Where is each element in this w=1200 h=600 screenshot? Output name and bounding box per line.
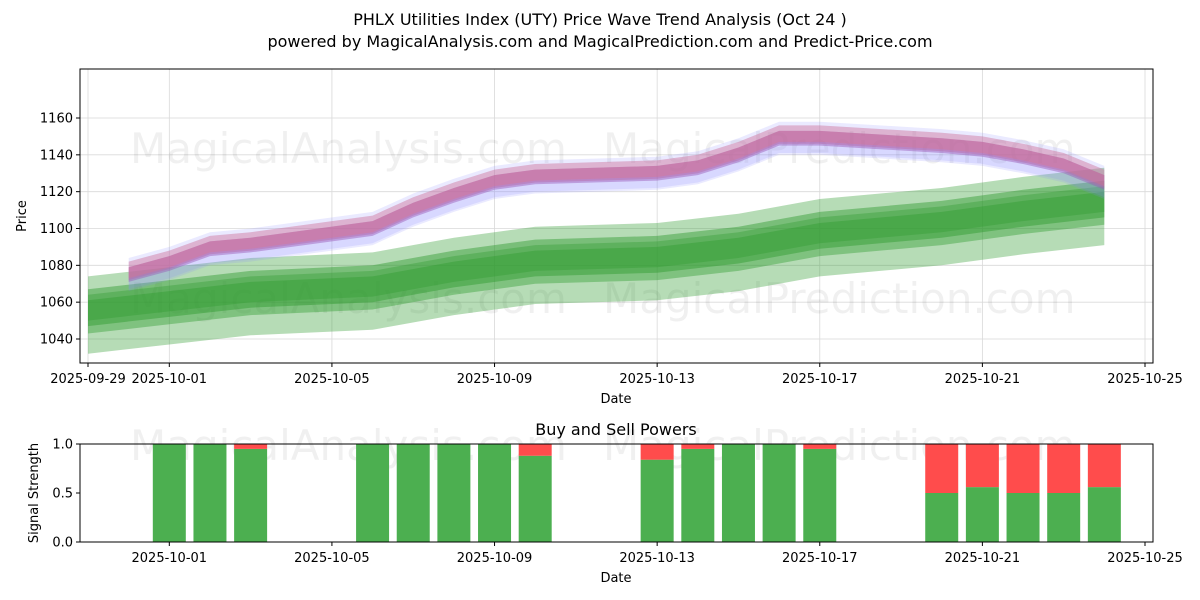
- sell-power-bar: [234, 444, 268, 449]
- buy-power-bar: [234, 448, 268, 542]
- price-x-ticks: 2025-09-29 2025-10-01 2025-10-05 2025-10-09…: [50, 363, 1183, 387]
- signal-x-tick-label: 2025-10-21: [945, 551, 1021, 566]
- signal-x-tick-label: 2025-10-09: [457, 551, 533, 566]
- signal-y-axis-label: Signal Strength: [27, 443, 42, 543]
- price-y-tick-label: 1100: [40, 222, 73, 237]
- green-trend-band: [88, 191, 1105, 334]
- price-watermarks: MagicalAnalysis.com MagicalPrediction.co…: [130, 124, 1076, 323]
- sell-power-bar: [1087, 444, 1121, 488]
- signal-bars: [152, 444, 1121, 542]
- signal-panel: Buy and Sell Powers MagicalAnalysis.com …: [27, 420, 1183, 586]
- buy-power-bar: [965, 487, 999, 542]
- blue-wave-band: [128, 125, 1105, 281]
- price-x-tick-label: 2025-10-25: [1107, 372, 1183, 387]
- price-y-tick-label: 1040: [40, 333, 73, 348]
- price-x-tick-label: 2025-09-29: [50, 372, 126, 387]
- blue-wave-band: [128, 130, 1105, 290]
- buy-power-bar: [356, 444, 390, 542]
- signal-x-tick-label: 2025-10-25: [1107, 551, 1183, 566]
- sell-power-bar: [640, 444, 674, 460]
- price-wave-band: [128, 125, 1105, 281]
- price-x-tick-label: 2025-10-13: [619, 372, 695, 387]
- green-trend-band: [88, 167, 1105, 321]
- watermark-prediction-mid: MagicalPrediction.com: [603, 274, 1076, 323]
- signal-x-ticks: 2025-10-01 2025-10-05 2025-10-09 2025-10-13…: [132, 542, 1183, 566]
- buy-power-bar: [762, 444, 796, 542]
- price-y-ticks: 1040 1060 1080 1100 1120 1140 1160: [40, 112, 80, 348]
- price-panel: MagicalAnalysis.com MagicalPrediction.co…: [15, 68, 1183, 407]
- signal-chart-title: Buy and Sell Powers: [535, 420, 697, 439]
- signal-x-tick-label: 2025-10-17: [782, 551, 858, 566]
- chart-title-line2: powered by MagicalAnalysis.com and Magic…: [267, 32, 932, 51]
- price-y-axis-label: Price: [15, 200, 30, 232]
- price-grid: [80, 69, 1153, 363]
- chart-title-line1: PHLX Utilities Index (UTY) Price Wave Tr…: [353, 10, 847, 29]
- buy-power-bar: [1006, 493, 1040, 542]
- price-y-tick-label: 1120: [40, 185, 73, 200]
- signal-x-tick-label: 2025-10-13: [619, 551, 695, 566]
- price-y-tick-label: 1140: [40, 148, 73, 163]
- watermark-prediction-bottom: MagicalPrediction.com: [603, 421, 1076, 470]
- sell-power-bar: [681, 444, 715, 449]
- sell-power-bar: [1047, 444, 1081, 493]
- sell-power-bar: [925, 444, 959, 493]
- buy-power-bar: [681, 448, 715, 542]
- price-x-tick-label: 2025-10-17: [782, 372, 858, 387]
- sell-power-bar: [965, 444, 999, 488]
- price-plot-frame: [79, 68, 1154, 364]
- price-y-tick-label: 1160: [40, 112, 73, 127]
- signal-y-ticks: 0.0 0.5 1.0: [52, 438, 80, 551]
- price-x-axis-label: Date: [600, 392, 631, 407]
- sell-power-bar: [1006, 444, 1040, 493]
- price-y-tick-label: 1080: [40, 259, 73, 274]
- price-y-tick-label: 1060: [40, 296, 73, 311]
- buy-power-bar: [193, 444, 227, 542]
- signal-x-tick-label: 2025-10-01: [132, 551, 208, 566]
- buy-power-bar: [925, 493, 959, 542]
- sell-power-bar: [803, 444, 837, 449]
- signal-y-tick-label: 1.0: [52, 438, 73, 453]
- price-x-tick-label: 2025-10-09: [457, 372, 533, 387]
- buy-power-bar: [1087, 487, 1121, 542]
- buy-power-bar: [721, 444, 755, 542]
- buy-power-bar: [396, 444, 430, 542]
- buy-power-bar: [640, 459, 674, 542]
- buy-power-bar: [518, 455, 552, 542]
- buy-power-bar: [152, 444, 186, 542]
- watermark-analysis-mid: MagicalAnalysis.com: [130, 274, 567, 323]
- price-x-tick-label: 2025-10-05: [294, 372, 370, 387]
- sell-power-bar: [518, 444, 552, 456]
- buy-power-bar: [437, 444, 471, 542]
- signal-y-tick-label: 0.5: [52, 487, 73, 502]
- blue-wave-band: [128, 121, 1105, 292]
- signal-x-axis-label: Date: [600, 571, 631, 586]
- green-trend-band: [88, 180, 1105, 327]
- watermark-prediction-top: MagicalPrediction.com: [603, 124, 1076, 173]
- signal-y-tick-label: 0.0: [52, 536, 73, 551]
- watermark-analysis-top: MagicalAnalysis.com: [130, 124, 567, 173]
- green-trend-band: [88, 186, 1105, 354]
- buy-power-bar: [1047, 493, 1081, 542]
- buy-power-bar: [803, 448, 837, 542]
- price-bands: [88, 121, 1105, 354]
- signal-x-tick-label: 2025-10-05: [294, 551, 370, 566]
- price-x-tick-label: 2025-10-01: [132, 372, 208, 387]
- buy-power-bar: [478, 444, 512, 542]
- price-x-tick-label: 2025-10-21: [945, 372, 1021, 387]
